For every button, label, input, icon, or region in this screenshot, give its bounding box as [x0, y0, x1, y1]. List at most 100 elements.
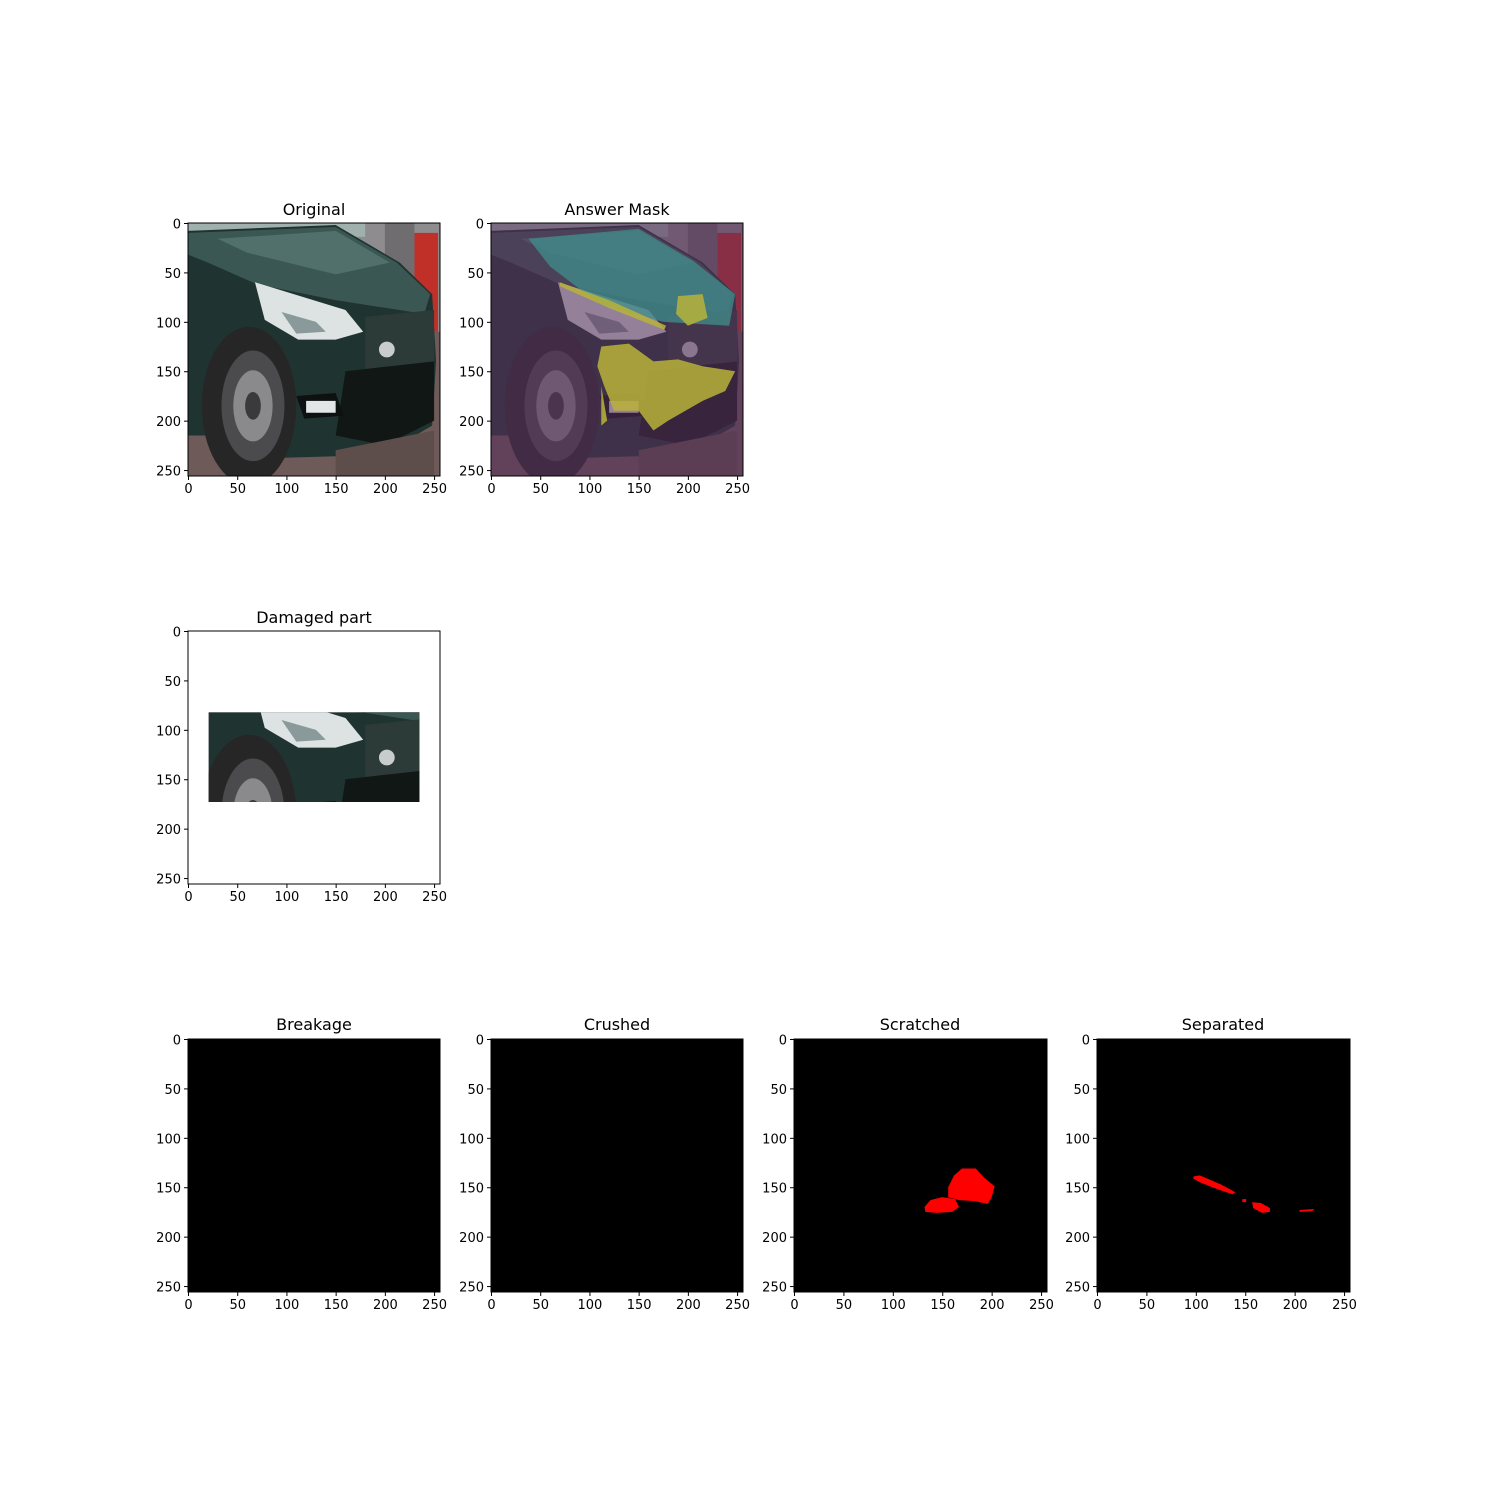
y-tick-label: 250 [459, 1281, 484, 1296]
y-tick-label: 150 [762, 1182, 787, 1197]
crushed-mask [491, 1039, 743, 1292]
y-tick-label: 0 [173, 1033, 181, 1048]
mask-region [1299, 1209, 1315, 1212]
mask-region [924, 1197, 959, 1213]
separated-mask [1097, 1039, 1350, 1292]
y-tick-label: 150 [156, 774, 181, 789]
x-tick-label: 250 [422, 482, 447, 497]
y-tick-label: 250 [459, 465, 484, 480]
x-tick-label: 100 [1184, 1298, 1209, 1313]
x-tick-label: 0 [790, 1298, 798, 1313]
panel-title-scratched: Scratched [880, 1015, 961, 1034]
x-tick-label: 200 [373, 1298, 398, 1313]
x-tick-label: 150 [627, 482, 652, 497]
x-tick-label: 100 [275, 482, 300, 497]
y-tick-label: 200 [459, 415, 484, 430]
x-tick-label: 200 [373, 482, 398, 497]
y-tick-label: 200 [459, 1231, 484, 1246]
y-tick-label: 250 [156, 1281, 181, 1296]
y-tick-label: 100 [459, 1132, 484, 1147]
y-tick-label: 150 [459, 1182, 484, 1197]
panel-title-answer-mask: Answer Mask [564, 200, 670, 219]
x-tick-label: 50 [229, 890, 246, 905]
y-tick-label: 200 [156, 1231, 181, 1246]
y-tick-label: 50 [770, 1083, 787, 1098]
x-tick-label: 250 [1332, 1298, 1357, 1313]
x-tick-label: 50 [229, 482, 246, 497]
x-tick-label: 200 [980, 1298, 1005, 1313]
y-tick-label: 50 [467, 1083, 484, 1098]
x-tick-label: 150 [324, 890, 349, 905]
y-tick-label: 50 [467, 267, 484, 282]
y-tick-label: 200 [1065, 1231, 1090, 1246]
axes-frame [793, 1038, 1048, 1293]
x-tick-label: 200 [1283, 1298, 1308, 1313]
y-tick-label: 50 [1073, 1083, 1090, 1098]
x-tick-label: 250 [725, 1298, 750, 1313]
x-tick-label: 250 [422, 890, 447, 905]
y-tick-label: 50 [164, 675, 181, 690]
axes-frame [187, 630, 441, 885]
x-tick-label: 50 [532, 1298, 549, 1313]
y-tick-label: 100 [156, 316, 181, 331]
x-tick-label: 50 [229, 1298, 246, 1313]
x-tick-label: 100 [578, 1298, 603, 1313]
panel-title-crushed: Crushed [584, 1015, 650, 1034]
x-tick-label: 150 [324, 1298, 349, 1313]
x-tick-label: 200 [676, 1298, 701, 1313]
y-tick-label: 0 [476, 1033, 484, 1048]
y-tick-label: 0 [173, 217, 181, 232]
y-tick-label: 50 [164, 267, 181, 282]
axes-frame [490, 1038, 744, 1293]
x-tick-label: 0 [184, 1298, 192, 1313]
axes-frame [187, 222, 441, 477]
y-tick-label: 250 [1065, 1281, 1090, 1296]
x-tick-label: 0 [184, 890, 192, 905]
x-tick-label: 250 [422, 1298, 447, 1313]
y-tick-label: 100 [459, 316, 484, 331]
axes-frame [1096, 1038, 1351, 1293]
y-tick-label: 0 [779, 1033, 787, 1048]
y-tick-label: 0 [476, 217, 484, 232]
mask-region [1192, 1175, 1236, 1195]
y-tick-label: 200 [762, 1231, 787, 1246]
answer-mask-image [491, 223, 743, 476]
x-tick-label: 150 [627, 1298, 652, 1313]
x-tick-label: 0 [1093, 1298, 1101, 1313]
axes-frame [187, 1038, 441, 1293]
y-tick-label: 250 [762, 1281, 787, 1296]
panel-title-breakage: Breakage [276, 1015, 352, 1034]
y-tick-label: 150 [1065, 1182, 1090, 1197]
x-tick-label: 100 [275, 890, 300, 905]
y-tick-label: 150 [156, 1182, 181, 1197]
panel-title-separated: Separated [1182, 1015, 1265, 1034]
x-tick-label: 0 [487, 482, 495, 497]
x-tick-label: 100 [881, 1298, 906, 1313]
x-tick-label: 50 [836, 1298, 853, 1313]
y-tick-label: 200 [156, 415, 181, 430]
panel-title-damaged-part: Damaged part [256, 608, 372, 627]
y-tick-label: 0 [1082, 1033, 1090, 1048]
panel-title-original: Original [283, 200, 346, 219]
panel-damaged-part: Damaged part 0 50 100 150 200 250050100150200… [156, 608, 447, 905]
x-tick-label: 150 [1233, 1298, 1258, 1313]
x-tick-label: 50 [1139, 1298, 1156, 1313]
x-tick-label: 150 [324, 482, 349, 497]
x-tick-label: 200 [373, 890, 398, 905]
y-tick-label: 0 [173, 625, 181, 640]
scratched-mask [794, 1039, 1047, 1292]
x-tick-label: 200 [676, 482, 701, 497]
axes-frame [490, 222, 744, 477]
y-tick-label: 100 [156, 1132, 181, 1147]
x-tick-label: 250 [725, 482, 750, 497]
x-tick-label: 250 [1029, 1298, 1054, 1313]
y-tick-label: 150 [459, 366, 484, 381]
x-tick-label: 100 [275, 1298, 300, 1313]
original-image [188, 223, 440, 476]
y-tick-label: 250 [156, 873, 181, 888]
